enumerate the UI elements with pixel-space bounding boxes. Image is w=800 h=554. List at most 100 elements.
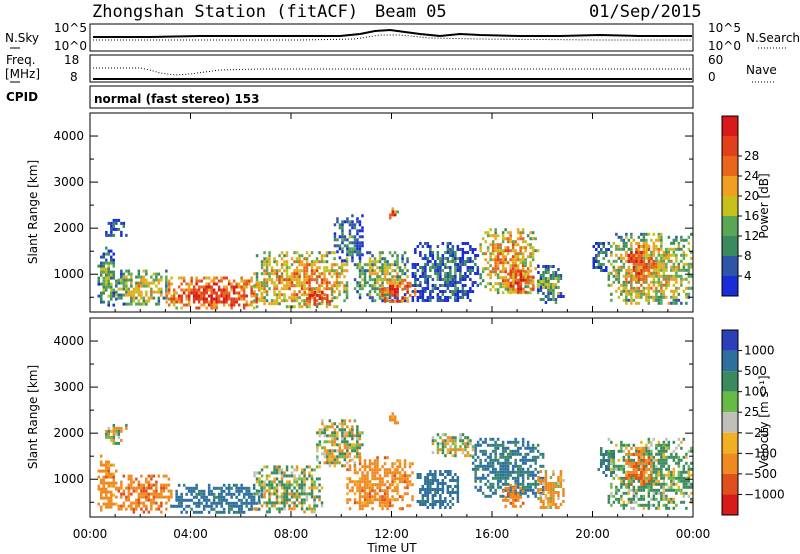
- power-cell: [414, 278, 417, 281]
- velocity-cell: [657, 470, 661, 474]
- power-cell: [557, 274, 560, 277]
- power-cell: [429, 260, 432, 263]
- power-cell: [170, 297, 173, 301]
- velocity-cell: [677, 470, 681, 474]
- power-cell: [295, 272, 299, 276]
- power-cell: [310, 251, 314, 255]
- velocity-cell: [459, 445, 462, 449]
- power-cell: [305, 278, 309, 282]
- velocity-cell: [386, 507, 389, 511]
- velocity-cell: [358, 480, 362, 484]
- velocity-cell: [278, 483, 281, 487]
- velocity-cell: [660, 473, 663, 477]
- velocity-cell: [441, 485, 445, 488]
- power-cell: [386, 290, 389, 294]
- power-cell: [486, 261, 490, 265]
- power-cell: [434, 260, 437, 263]
- velocity-cell: [366, 498, 369, 502]
- velocity-cell: [358, 495, 362, 499]
- velocity-cell: [130, 504, 133, 508]
- power-cell: [298, 281, 301, 285]
- velocity-cell: [225, 498, 228, 502]
- power-cell: [501, 285, 505, 289]
- power-cell: [501, 276, 505, 280]
- date-label: 01/Sep/2015: [589, 2, 702, 22]
- velocity-cell: [471, 448, 475, 452]
- velocity-cell: [627, 491, 631, 495]
- velocity-cell: [549, 503, 553, 506]
- velocity-cell: [351, 425, 354, 429]
- velocity-cell: [504, 476, 507, 480]
- velocity-cell: [509, 483, 512, 487]
- velocity-cell: [326, 455, 329, 459]
- power-cell: [325, 269, 329, 273]
- power-cell: [456, 293, 460, 296]
- power-cell: [107, 282, 110, 286]
- power-cell: [524, 270, 527, 274]
- power-cell: [421, 290, 425, 293]
- power-cell: [436, 269, 440, 272]
- velocity-cell: [627, 500, 631, 504]
- velocity-cell: [185, 504, 188, 508]
- power-cell: [647, 269, 651, 272]
- power-cell: [105, 279, 108, 283]
- velocity-cell: [240, 489, 243, 493]
- velocity-cell: [358, 456, 362, 460]
- power-region: [378, 278, 417, 303]
- velocity-cell: [132, 489, 136, 493]
- power-cell: [117, 278, 121, 282]
- velocity-cell: [346, 468, 349, 472]
- power-cell: [677, 244, 681, 248]
- power-cell: [406, 275, 409, 279]
- velocity-cell: [454, 491, 457, 494]
- power-cell: [110, 285, 113, 289]
- power-cell: [529, 261, 532, 265]
- power-cell: [687, 268, 691, 272]
- velocity-cell: [635, 491, 638, 495]
- power-cell: [225, 291, 228, 295]
- power-cell: [391, 287, 394, 291]
- power-cell: [640, 278, 643, 281]
- power-cell: [597, 245, 600, 248]
- power-cell: [506, 246, 510, 250]
- power-cell: [343, 220, 347, 224]
- velocity-cell: [155, 501, 158, 505]
- velocity-cell: [509, 473, 512, 477]
- power-cell: [308, 297, 312, 300]
- power-cell: [117, 218, 121, 222]
- power-cell: [386, 281, 389, 285]
- power-cell: [610, 271, 613, 275]
- velocity-cell: [190, 486, 193, 490]
- velocity-cell: [333, 422, 337, 426]
- power-cell: [514, 243, 517, 247]
- power-cell: [617, 271, 621, 275]
- power-cell: [559, 277, 563, 280]
- power-cell: [255, 305, 259, 309]
- velocity-cell: [283, 474, 286, 478]
- velocity-cell: [531, 482, 535, 486]
- power-cell: [660, 286, 663, 290]
- power-cell: [305, 287, 309, 291]
- power-cell: [363, 281, 367, 285]
- velocity-cell: [479, 464, 482, 468]
- velocity-cell: [391, 474, 394, 478]
- power-cell: [112, 291, 115, 295]
- power-cell: [414, 281, 417, 284]
- velocity-cell: [333, 437, 337, 441]
- power-cell: [511, 267, 515, 271]
- power-cell: [318, 251, 321, 255]
- power-cell: [351, 247, 354, 251]
- power-cell: [127, 272, 131, 276]
- velocity-cell: [516, 470, 520, 474]
- power-cell: [667, 283, 671, 287]
- velocity-cell: [627, 477, 631, 480]
- power-cell: [595, 254, 598, 257]
- velocity-cell: [499, 476, 502, 480]
- power-cell: [504, 246, 507, 250]
- velocity-cell: [541, 488, 545, 492]
- power-cell: [212, 282, 216, 286]
- power-cell: [632, 275, 636, 278]
- velocity-cell: [290, 507, 294, 511]
- power-cell: [378, 290, 382, 294]
